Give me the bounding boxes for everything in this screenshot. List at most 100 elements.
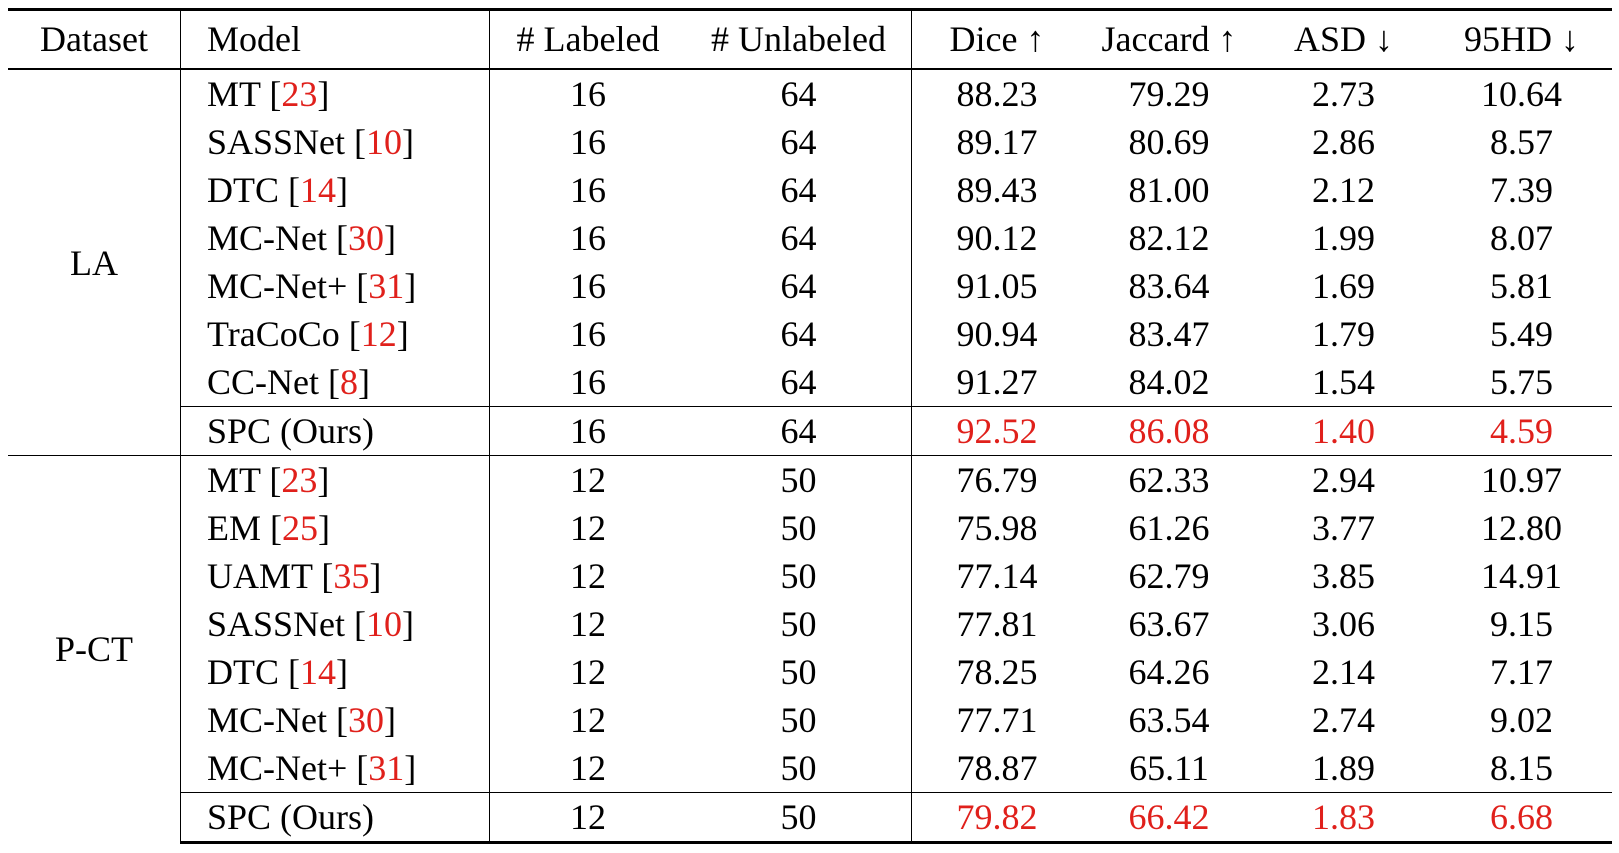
model-name: SASSNet: [207, 604, 346, 644]
header-dice: Dice ↑: [949, 19, 1045, 59]
table-row: DTC [14] 16 64 89.43 81.00 2.12 7.39: [8, 166, 1612, 214]
citation-link[interactable]: 23: [281, 460, 318, 500]
labeled-cell: 12: [570, 556, 606, 596]
citation-link[interactable]: 14: [300, 652, 336, 692]
unlabeled-cell: 64: [686, 262, 912, 310]
model-cell: SASSNet [10]: [180, 600, 490, 648]
table-row: TraCoCo [12] 16 64 90.94 83.47 1.79 5.49: [8, 310, 1612, 358]
hd95-cell: 6.68: [1431, 792, 1612, 844]
model-name: MC-Net: [207, 700, 327, 740]
citation-link[interactable]: 8: [340, 362, 358, 402]
hd95-cell: 5.49: [1490, 314, 1553, 354]
hd95-cell: 9.15: [1490, 604, 1553, 644]
table-row: SASSNet [10] 16 64 89.17 80.69 2.86 8.57: [8, 118, 1612, 166]
table-row: P-CT MT [23] 12 50 76.79 62.33 2.94 10.97: [8, 455, 1612, 843]
citation-link[interactable]: 35: [333, 556, 370, 596]
hd95-cell: 5.81: [1490, 266, 1553, 306]
table-header: Dataset Model # Labeled # Unlabeled Dice…: [8, 9, 1612, 69]
citation-link[interactable]: 14: [300, 170, 336, 210]
dice-cell: 92.52: [911, 406, 1082, 456]
jaccard-cell: 61.26: [1128, 508, 1210, 548]
citation-link[interactable]: 12: [360, 314, 397, 354]
table-row: SASSNet [10] 12 50 77.81 63.67 3.06 9.15: [8, 600, 1612, 648]
model-name: MT: [207, 74, 261, 114]
citation-link[interactable]: 10: [366, 122, 403, 162]
jaccard-cell: 63.54: [1128, 700, 1210, 740]
jaccard-cell: 66.42: [1082, 792, 1256, 844]
dice-cell: 78.25: [956, 652, 1038, 692]
header-jaccard: Jaccard ↑: [1101, 19, 1237, 59]
unlabeled-cell: 64: [686, 118, 912, 166]
citation-link[interactable]: 30: [348, 218, 384, 258]
table-row: LA MT [23] 16 64 88.23 79.29 2.73 10.64: [8, 69, 1612, 456]
model-cell: TraCoCo [12]: [180, 310, 490, 358]
jaccard-cell: 63.67: [1128, 604, 1210, 644]
table-row: MC-Net+ [31] 12 50 78.87 65.11 1.89 8.15: [8, 744, 1612, 793]
hd95-cell: 8.15: [1490, 748, 1553, 788]
unlabeled-cell: 50: [686, 696, 912, 744]
jaccard-cell: 81.00: [1128, 170, 1210, 210]
asd-cell: 2.73: [1312, 74, 1375, 114]
dice-cell: 88.23: [956, 74, 1038, 114]
jaccard-cell: 82.12: [1128, 218, 1210, 258]
labeled-cell: 12: [570, 748, 606, 788]
asd-cell: 1.79: [1312, 314, 1375, 354]
header-asd: ASD ↓: [1293, 19, 1394, 59]
citation-link[interactable]: 31: [368, 748, 405, 788]
model-name: SASSNet: [207, 122, 346, 162]
unlabeled-cell: 50: [686, 552, 912, 600]
model-cell: SASSNet [10]: [180, 118, 490, 166]
model-cell: MT [23]: [180, 69, 490, 118]
asd-cell: 1.99: [1312, 218, 1375, 258]
citation-link[interactable]: 23: [281, 74, 318, 114]
hd95-cell: 10.64: [1481, 74, 1562, 114]
labeled-cell: 16: [570, 170, 606, 210]
model-cell: DTC [14]: [180, 648, 490, 696]
hd95-cell: 8.57: [1490, 122, 1553, 162]
model-cell: MC-Net [30]: [180, 696, 490, 744]
model-cell: EM [25]: [180, 504, 490, 552]
model-name: DTC: [207, 652, 279, 692]
dice-cell: 76.79: [911, 455, 1082, 504]
jaccard-cell: 62.79: [1128, 556, 1210, 596]
model-cell: MC-Net+ [31]: [180, 262, 490, 310]
unlabeled-cell: 50: [686, 744, 912, 793]
model-cell: MT [23]: [180, 455, 490, 504]
citation-link[interactable]: 10: [366, 604, 403, 644]
dice-cell: 90.94: [956, 314, 1038, 354]
results-table: Dataset Model # Labeled # Unlabeled Dice…: [8, 8, 1612, 844]
model-name: TraCoCo: [207, 314, 340, 354]
hd95-cell: 10.97: [1431, 455, 1612, 504]
ours-row: SPC (Ours) 16 64 92.52 86.08 1.40 4.59: [8, 406, 1612, 456]
asd-cell: 1.54: [1312, 362, 1375, 402]
model-name: MT: [207, 460, 261, 500]
header-95hd: 95HD ↓: [1464, 19, 1579, 59]
jaccard-cell: 83.64: [1128, 266, 1210, 306]
table-row: UAMT [35] 12 50 77.14 62.79 3.85 14.91: [8, 552, 1612, 600]
labeled-cell: 16: [489, 406, 686, 456]
hd95-cell: 7.17: [1490, 652, 1553, 692]
jaccard-cell: 86.08: [1082, 406, 1256, 456]
asd-cell: 2.74: [1312, 700, 1375, 740]
model-name: MC-Net+: [207, 266, 348, 306]
unlabeled-cell: 64: [686, 166, 912, 214]
table-row: CC-Net [8] 16 64 91.27 84.02 1.54 5.75: [8, 358, 1612, 407]
jaccard-cell: 79.29: [1128, 74, 1210, 114]
table-row: DTC [14] 12 50 78.25 64.26 2.14 7.17: [8, 648, 1612, 696]
model-name: MC-Net+: [207, 748, 348, 788]
dice-cell: 89.43: [956, 170, 1038, 210]
citation-link[interactable]: 31: [368, 266, 405, 306]
unlabeled-cell: 50: [686, 455, 912, 504]
model-cell: SPC (Ours): [180, 792, 490, 844]
model-name: EM: [207, 508, 261, 548]
dataset-cell: LA: [8, 69, 181, 456]
jaccard-cell: 64.26: [1128, 652, 1210, 692]
citation-link[interactable]: 30: [348, 700, 384, 740]
asd-cell: 1.40: [1256, 406, 1431, 456]
hd95-cell: 5.75: [1490, 362, 1553, 402]
labeled-cell: 12: [489, 792, 686, 844]
model-cell: CC-Net [8]: [180, 358, 490, 407]
citation-link[interactable]: 25: [282, 508, 318, 548]
hd95-cell: 12.80: [1481, 508, 1562, 548]
asd-cell: 3.85: [1312, 556, 1375, 596]
